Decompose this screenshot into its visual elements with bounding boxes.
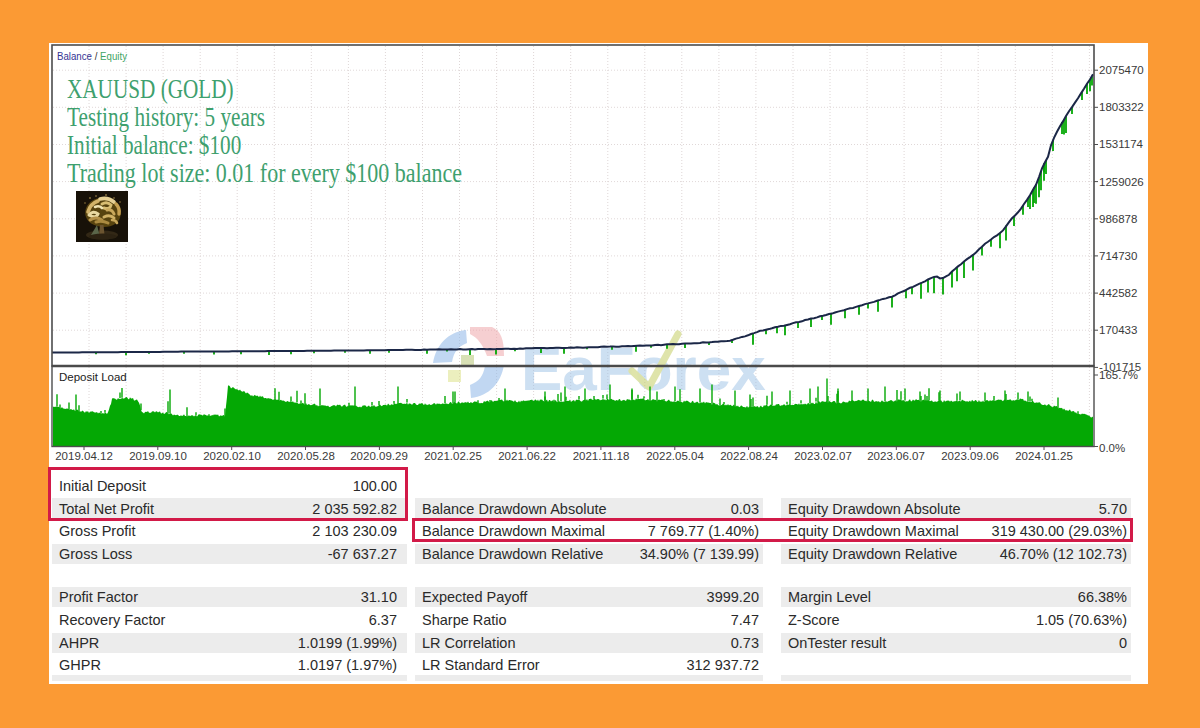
svg-text:EaForex: EaForex	[521, 334, 766, 403]
